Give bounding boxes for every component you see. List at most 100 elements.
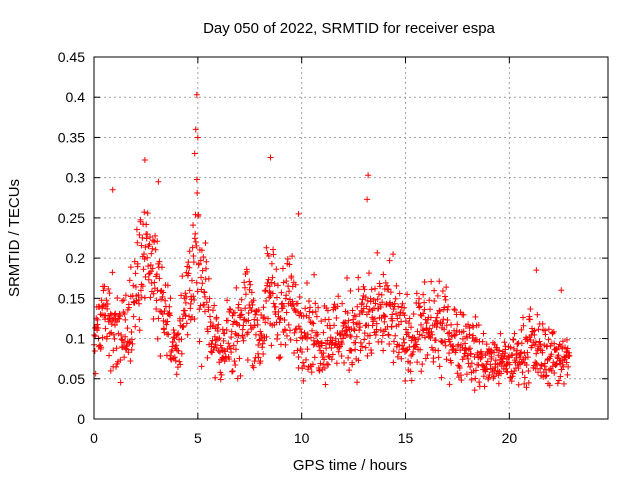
data-point: [139, 234, 146, 241]
data-point: [130, 282, 137, 289]
data-point: [435, 354, 442, 361]
data-point: [525, 367, 532, 374]
data-point: [366, 332, 373, 339]
data-point: [294, 300, 301, 307]
data-point: [382, 279, 389, 286]
data-point: [167, 352, 174, 359]
data-point: [118, 336, 125, 343]
data-point: [393, 282, 400, 289]
data-point: [361, 286, 368, 293]
data-point: [562, 354, 569, 361]
data-point: [466, 331, 473, 338]
data-point: [526, 316, 533, 323]
data-point: [196, 306, 203, 313]
data-point: [305, 314, 312, 321]
data-point: [377, 283, 384, 290]
data-point: [180, 324, 187, 331]
data-point: [537, 365, 544, 372]
data-point: [255, 354, 262, 361]
data-point: [551, 369, 558, 376]
data-point: [357, 324, 364, 331]
data-point: [368, 350, 375, 357]
data-point: [495, 380, 502, 387]
data-point: [230, 342, 237, 349]
data-point: [521, 374, 528, 381]
data-point: [251, 316, 258, 323]
data-point: [109, 186, 116, 193]
data-point: [166, 303, 173, 310]
data-point: [284, 255, 291, 262]
data-point: [195, 211, 202, 218]
data-point: [380, 347, 387, 354]
data-point: [379, 299, 386, 306]
data-point: [336, 344, 343, 351]
data-point: [203, 299, 210, 306]
data-point: [416, 303, 423, 310]
data-point: [299, 348, 306, 355]
data-point: [197, 302, 204, 309]
data-point: [273, 294, 280, 301]
data-point: [479, 362, 486, 369]
data-point: [151, 279, 158, 286]
data-point: [271, 280, 278, 287]
data-point: [295, 210, 302, 217]
data-point: [558, 342, 565, 349]
data-point: [254, 321, 261, 328]
data-point: [525, 379, 532, 386]
data-point: [176, 358, 183, 365]
data-point: [410, 310, 417, 317]
data-point: [105, 285, 112, 292]
data-point: [232, 346, 239, 353]
data-point: [245, 317, 252, 324]
data-point: [420, 291, 427, 298]
data-point: [521, 380, 528, 387]
data-point: [475, 321, 482, 328]
data-point: [186, 313, 193, 320]
data-point: [267, 154, 274, 161]
data-point: [244, 356, 251, 363]
data-point: [518, 340, 525, 347]
data-point: [338, 340, 345, 347]
data-point: [236, 355, 243, 362]
data-point: [136, 316, 143, 323]
data-point: [241, 279, 248, 286]
data-point: [362, 344, 369, 351]
data-point: [427, 306, 434, 313]
data-point: [369, 322, 376, 329]
data-point: [268, 342, 275, 349]
data-point: [239, 326, 246, 333]
data-point: [427, 314, 434, 321]
data-point: [244, 268, 251, 275]
data-point: [433, 314, 440, 321]
data-point: [341, 359, 348, 366]
data-point: [436, 363, 443, 370]
data-point: [378, 315, 385, 322]
data-point: [311, 271, 318, 278]
data-point: [99, 334, 106, 341]
data-point: [405, 320, 412, 327]
chart-title: Day 050 of 2022, SRMTID for receiver esp…: [203, 20, 495, 37]
data-point: [100, 287, 107, 294]
data-point: [153, 271, 160, 278]
data-point: [427, 335, 434, 342]
data-point: [410, 348, 417, 355]
data-point: [520, 314, 527, 321]
data-point: [387, 289, 394, 296]
data-point: [407, 368, 414, 375]
data-point: [229, 368, 236, 375]
data-point: [400, 336, 407, 343]
data-point: [329, 351, 336, 358]
data-point: [347, 287, 354, 294]
data-point: [426, 325, 433, 332]
data-point: [335, 348, 342, 355]
data-point: [141, 209, 148, 216]
data-point: [498, 370, 505, 377]
data-point: [518, 326, 525, 333]
data-point: [115, 330, 122, 337]
data-point: [399, 346, 406, 353]
data-point: [529, 342, 536, 349]
data-point: [134, 263, 141, 270]
data-point: [197, 257, 204, 264]
data-point: [143, 221, 150, 228]
data-point: [287, 336, 294, 343]
